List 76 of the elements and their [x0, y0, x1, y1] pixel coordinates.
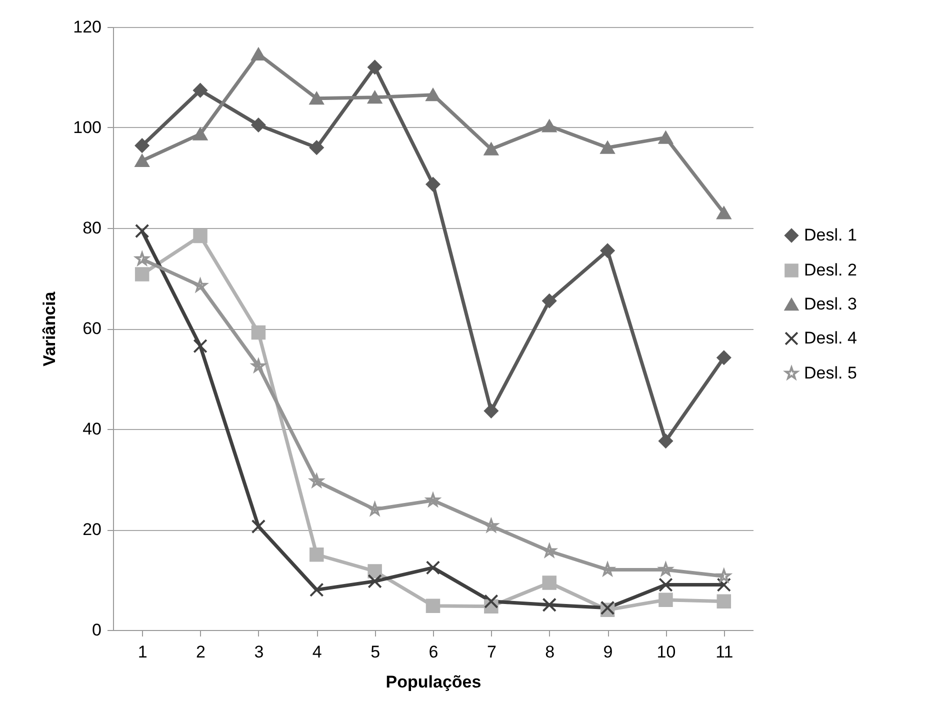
point — [658, 131, 673, 144]
point — [310, 92, 324, 105]
point — [251, 48, 266, 60]
point — [484, 594, 498, 608]
y-tick-label: 100 — [73, 118, 102, 137]
x-tick-label: 11 — [716, 642, 734, 662]
point — [251, 519, 266, 534]
point — [252, 359, 266, 372]
y-tick-label: 80 — [82, 218, 102, 238]
point — [193, 83, 208, 98]
y-axis-title: Variância — [40, 291, 60, 366]
point — [542, 598, 556, 612]
x-tick-label: 9 — [603, 642, 613, 662]
point — [542, 120, 556, 132]
point — [134, 267, 150, 282]
y-tick-label: 40 — [82, 420, 102, 438]
x-tick-label: 1 — [138, 642, 148, 662]
point — [484, 142, 498, 156]
legend-label: Desl. 1 — [804, 226, 857, 244]
legend-label: Desl. 3 — [804, 294, 857, 314]
y-tick-label: 20 — [82, 520, 102, 539]
point — [251, 325, 266, 340]
point — [310, 474, 324, 488]
y-tick-label: 0 — [92, 620, 102, 640]
point — [310, 548, 324, 562]
point — [658, 578, 673, 592]
point — [368, 564, 382, 578]
point — [251, 118, 266, 132]
point — [426, 598, 440, 614]
x-tick-label: 6 — [428, 642, 438, 662]
point — [484, 404, 498, 418]
point — [368, 60, 382, 74]
x-tick-label: 3 — [254, 642, 264, 662]
point — [716, 578, 732, 592]
x-tick-label: 5 — [370, 642, 380, 662]
point — [193, 338, 208, 354]
point — [134, 154, 150, 167]
point — [368, 502, 382, 516]
point — [658, 562, 673, 576]
point — [426, 560, 440, 575]
point — [542, 576, 556, 590]
point — [600, 141, 615, 154]
y-tick-label: 120 — [73, 18, 102, 36]
point — [717, 569, 731, 582]
point — [600, 562, 614, 576]
x-tick-label: 7 — [486, 642, 496, 662]
legend-label: Desl. 4 — [804, 328, 857, 348]
point — [600, 243, 615, 258]
point — [716, 206, 732, 220]
point — [542, 544, 556, 558]
x-tick-label: 10 — [656, 642, 676, 662]
point — [426, 493, 440, 506]
x-tick-label: 8 — [545, 642, 555, 662]
x-tick-label: 4 — [312, 642, 322, 662]
point — [310, 140, 324, 155]
x-tick-label: 2 — [196, 642, 206, 662]
x-axis-title: Populações — [386, 672, 482, 692]
point — [310, 582, 324, 597]
point — [716, 350, 732, 365]
point — [426, 177, 440, 192]
point — [484, 518, 498, 532]
point — [716, 594, 732, 608]
point — [368, 91, 382, 104]
point — [426, 88, 440, 102]
legend-label: Desl. 2 — [804, 260, 857, 280]
legend-label: Desl. 5 — [804, 364, 857, 382]
point — [193, 128, 208, 140]
point — [134, 224, 150, 238]
point — [542, 294, 556, 308]
point — [658, 592, 673, 607]
y-tick-label: 60 — [82, 319, 102, 338]
point — [193, 278, 208, 292]
point — [658, 434, 673, 448]
point — [134, 138, 150, 153]
point — [368, 574, 382, 588]
point — [193, 228, 208, 244]
